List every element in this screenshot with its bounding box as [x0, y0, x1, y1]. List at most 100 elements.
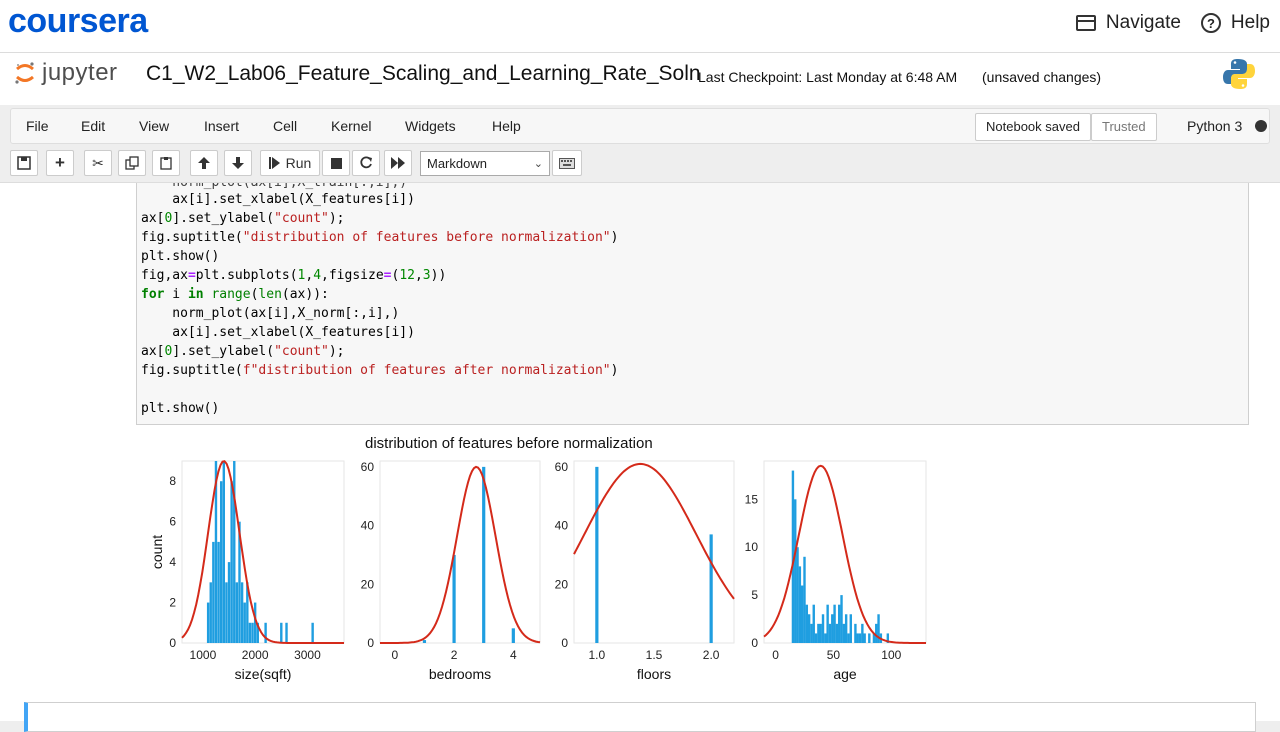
navigate-button[interactable]: Navigate [1075, 12, 1181, 34]
menu-edit[interactable]: Edit [81, 118, 106, 134]
histogram-bar [863, 633, 866, 643]
restart-run-all-button[interactable] [384, 150, 412, 176]
histogram-bar [206, 602, 210, 643]
scissors-icon: ✂ [92, 154, 104, 171]
histogram-bar [422, 640, 427, 643]
x-axis-label: size(sqft) [235, 666, 292, 682]
code-line: norm_plot(ax[i],X_norm[:,i],) [141, 306, 400, 321]
move-down-button[interactable] [224, 150, 252, 176]
notebook-name[interactable]: C1_W2_Lab06_Feature_Scaling_and_Learning… [146, 62, 701, 85]
y-tick-label: 60 [361, 460, 375, 474]
kernel-name: Python 3 [1187, 118, 1243, 134]
command-palette-button[interactable] [552, 150, 582, 176]
histogram-bar [798, 566, 802, 643]
save-button[interactable] [10, 150, 38, 176]
histogram-bar [803, 556, 806, 643]
histogram-bar [847, 633, 850, 643]
y-tick-label: 5 [751, 588, 758, 602]
python-logo-icon [1223, 59, 1255, 89]
y-tick-label: 15 [745, 492, 759, 506]
histogram-bar [800, 585, 804, 643]
cell-type-select[interactable]: Markdown ⌄ [420, 151, 550, 176]
y-tick-label: 0 [367, 636, 374, 650]
toolbar: + ✂ Run Markdown ⌄ [10, 148, 1270, 180]
jupyter-logo-text: jupyter [42, 59, 118, 86]
next-cell[interactable] [24, 702, 1256, 732]
y-axis-label: count [149, 535, 165, 569]
y-tick-label: 2 [169, 596, 176, 610]
code-line: ax[i].set_xlabel(X_features[i]) [141, 325, 415, 340]
copy-icon [125, 156, 139, 170]
arrow-down-icon [232, 157, 244, 169]
code-cell[interactable]: norm_plot(ax[i],X_train[:,i],) ax[i].set… [136, 183, 1249, 425]
paste-icon [160, 157, 172, 170]
x-tick-label: 0 [772, 648, 779, 662]
histogram-bar [868, 633, 871, 643]
menu-kernel[interactable]: Kernel [331, 118, 372, 134]
restart-kernel-button[interactable] [352, 150, 380, 176]
histogram-bar [212, 541, 215, 643]
subplot-area [379, 460, 541, 644]
x-tick-label: 2 [451, 648, 458, 662]
code-line: ax[i].set_xlabel(X_features[i]) [141, 192, 415, 207]
move-up-button[interactable] [190, 150, 218, 176]
histogram-bar [243, 602, 246, 643]
keyboard-icon [559, 157, 575, 169]
interrupt-kernel-button[interactable] [322, 150, 350, 176]
menu-cell[interactable]: Cell [273, 118, 298, 134]
restart-icon [360, 156, 372, 169]
histogram-bar [828, 623, 832, 643]
window-icon [1075, 15, 1096, 31]
histogram-bar [285, 622, 288, 643]
jupyter-logo-icon [15, 62, 34, 84]
normal-curve [763, 464, 926, 644]
code-line: plt.show() [141, 249, 220, 264]
histogram-bar [861, 623, 864, 643]
histogram-bar [835, 623, 839, 643]
histogram-bar [840, 595, 843, 643]
histogram-bar [311, 622, 314, 643]
help-button[interactable]: ? Help [1200, 12, 1270, 34]
histogram-bar [209, 582, 212, 643]
jupyter-header: jupyter C1_W2_Lab06_Feature_Scaling_and_… [0, 53, 1280, 105]
histogram-bar [225, 582, 228, 643]
trusted-indicator[interactable]: Trusted [1091, 113, 1157, 141]
histogram-bar [482, 466, 486, 643]
stop-icon [330, 157, 342, 169]
histogram-bar [858, 633, 862, 643]
paste-button[interactable] [152, 150, 180, 176]
x-axis-label: floors [637, 666, 671, 682]
code-line: ax[0].set_ylabel("count"); [141, 344, 345, 359]
menu-insert[interactable]: Insert [204, 118, 240, 134]
histogram-bar [791, 470, 795, 643]
notebook-saved-indicator: Notebook saved [975, 113, 1091, 141]
code-line: plt.show() [141, 401, 220, 416]
menu-file[interactable]: File [26, 118, 49, 134]
menu-widgets[interactable]: Widgets [405, 118, 456, 134]
coursera-logo[interactable]: coursera [8, 2, 148, 40]
x-tick-label: 3000 [294, 648, 321, 662]
histogram-bar [219, 481, 223, 643]
histogram-bar [849, 614, 852, 643]
histogram-bar [251, 622, 254, 643]
menu-help[interactable]: Help [492, 118, 521, 134]
menu-view[interactable]: View [139, 118, 170, 134]
normal-curve [380, 465, 541, 644]
copy-button[interactable] [118, 150, 146, 176]
histogram-bar [805, 604, 809, 643]
code-line: fig,ax=plt.subplots(1,4,figsize=(12,3)) [141, 268, 447, 283]
histogram-bar [240, 582, 244, 643]
histogram-bar [872, 633, 876, 643]
insert-cell-button[interactable]: + [46, 150, 74, 176]
x-axis-label: age [833, 666, 857, 682]
histogram-bar [214, 461, 218, 643]
y-tick-label: 40 [361, 519, 375, 533]
step-forward-icon [268, 157, 280, 169]
x-tick-label: 1000 [190, 648, 217, 662]
code-line: for i in range(len(ax)): [141, 287, 329, 302]
cut-button[interactable]: ✂ [84, 150, 112, 176]
run-button[interactable]: Run [260, 150, 320, 176]
x-tick-label: 4 [510, 648, 517, 662]
chevron-down-icon: ⌄ [533, 158, 543, 170]
jupyter-logo[interactable]: jupyter [14, 59, 118, 87]
